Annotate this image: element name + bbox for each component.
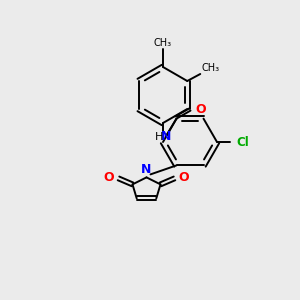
Text: N: N bbox=[141, 164, 152, 176]
Text: Cl: Cl bbox=[236, 136, 249, 148]
Text: N: N bbox=[161, 130, 171, 142]
Text: CH₃: CH₃ bbox=[201, 63, 219, 73]
Text: O: O bbox=[178, 171, 189, 184]
Text: H: H bbox=[155, 132, 163, 142]
Text: CH₃: CH₃ bbox=[154, 38, 172, 48]
Text: O: O bbox=[196, 103, 206, 116]
Text: O: O bbox=[104, 171, 115, 184]
